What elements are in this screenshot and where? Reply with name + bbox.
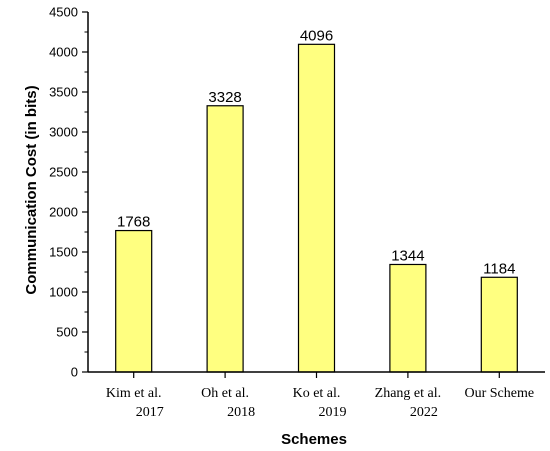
data-label: 1768 bbox=[117, 214, 150, 231]
x-axis-title: Schemes bbox=[281, 431, 347, 448]
y-tick-label: 4000 bbox=[49, 45, 78, 60]
x-tick-label-line2: 2017 bbox=[136, 405, 164, 420]
bar bbox=[115, 229, 153, 373]
y-tick-label: 2500 bbox=[49, 165, 78, 180]
y-axis-title: Communication Cost (in bits) bbox=[23, 85, 40, 294]
data-label: 3328 bbox=[208, 89, 241, 106]
y-tick-label: 4500 bbox=[49, 5, 78, 20]
x-tick-label-line2: 2019 bbox=[319, 405, 347, 420]
x-axis: Kim et al. 2017 Oh et al. 2018 Ko et al. 2019… bbox=[88, 371, 545, 420]
bar bbox=[297, 43, 336, 373]
y-tick-label: 3500 bbox=[49, 85, 78, 100]
x-tick-label: Our Scheme bbox=[465, 386, 535, 401]
data-labels-group: 1768 3328 4096 1344 1184 bbox=[117, 27, 515, 277]
x-tick-label: Oh et al. bbox=[201, 386, 249, 401]
x-tick-label-line2: 2018 bbox=[227, 405, 255, 420]
bar bbox=[206, 105, 244, 373]
bar bbox=[480, 276, 518, 373]
y-tick-label: 1500 bbox=[49, 245, 78, 260]
data-label: 1344 bbox=[391, 247, 424, 264]
data-label: 4096 bbox=[300, 27, 333, 44]
x-tick-label: Ko et al. bbox=[293, 386, 341, 401]
y-tick-label: 500 bbox=[56, 325, 78, 340]
y-tick-label: 1000 bbox=[49, 285, 78, 300]
bars-group bbox=[115, 43, 518, 373]
x-tick-label: Zhang et al. bbox=[375, 386, 441, 401]
data-label: 1184 bbox=[483, 260, 515, 277]
x-tick-label: Kim et al. bbox=[106, 386, 162, 401]
bar bbox=[389, 263, 427, 373]
x-tick-label-line2: 2022 bbox=[410, 405, 438, 420]
y-tick-label: 0 bbox=[71, 365, 78, 380]
y-axis: 0 500 1000 1500 2000 2500 3000 3500 4000 4500 bbox=[49, 5, 89, 380]
y-tick-label: 3000 bbox=[49, 125, 78, 140]
y-tick-label: 2000 bbox=[49, 205, 78, 220]
